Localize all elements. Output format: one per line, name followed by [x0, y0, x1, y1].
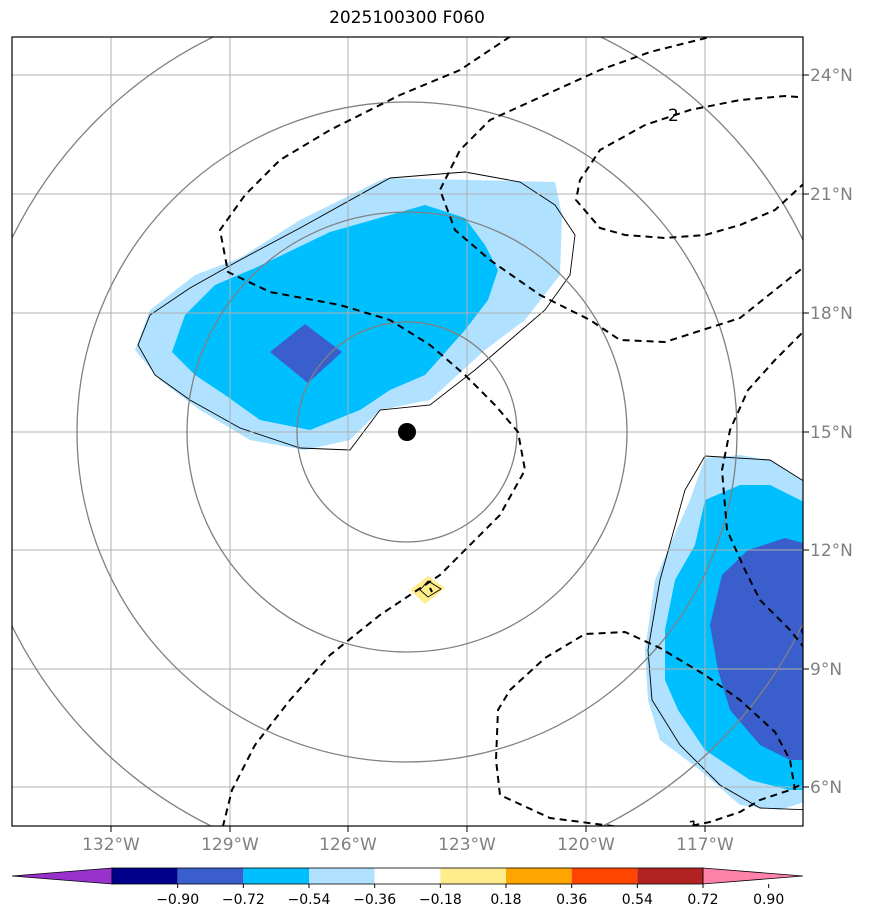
lat-label: 6°N: [810, 778, 842, 798]
contour-6: [429, 587, 433, 593]
range-rings: [12, 37, 803, 826]
colorbar-tick-label: 0.18: [490, 892, 521, 908]
colorbar-box: [243, 868, 309, 884]
colorbar-box: [506, 868, 572, 884]
lon-label: 117°W: [676, 835, 734, 855]
contour-2: [438, 37, 803, 344]
dashed-contours: [218, 37, 803, 826]
colorbar-tick-label: 0.54: [622, 892, 653, 908]
lon-label: 123°W: [438, 835, 496, 855]
range-ring-3: [76, 101, 738, 763]
colorbar-tick-label: 0.72: [687, 892, 718, 908]
contour-thin-east: [647, 455, 803, 811]
colorbar-tick-label: −0.54: [288, 892, 331, 908]
contour-5: [684, 782, 803, 826]
contour-4: [720, 330, 803, 648]
colorbar-box: [374, 868, 441, 884]
axis-ticks: [110, 74, 809, 832]
colorbar-tick-label: 0.36: [556, 892, 587, 908]
shade-mid-west: [172, 205, 498, 430]
contour-label-1: 1: [688, 818, 699, 838]
colorbar: −0.90 −0.72 −0.54 −0.36 −0.18 0.18 0.36 0.54 0.7…: [11, 867, 804, 908]
contour-7: [494, 630, 796, 826]
colorbar-extend-high: [702, 867, 804, 885]
graticule: [12, 37, 803, 826]
lat-label: 15°N: [810, 423, 853, 443]
longitude-labels: 132°W 129°W 126°W 123°W 120°W 117°W: [82, 835, 734, 855]
lat-label: 18°N: [810, 304, 853, 324]
colorbar-tick-label: −0.72: [222, 892, 265, 908]
lon-label: 132°W: [82, 835, 140, 855]
lat-label: 24°N: [810, 66, 853, 86]
colorbar-box: [309, 868, 375, 884]
lon-label: 129°W: [201, 835, 259, 855]
shade-deep-west: [270, 324, 342, 383]
colorbar-box: [112, 868, 178, 884]
contour-label-2: 2: [668, 106, 679, 126]
positive-anomaly-small: [410, 576, 445, 604]
colorbar-extend-low: [11, 867, 113, 885]
shade-deep-east: [710, 538, 803, 760]
range-ring-2: [186, 211, 628, 653]
contour-main: [218, 37, 527, 826]
contour-3: [574, 94, 803, 240]
colorbar-tick-label: −0.36: [353, 892, 396, 908]
colorbar-box: [440, 868, 506, 884]
contour-thin-west: [137, 171, 576, 451]
lat-label: 9°N: [810, 660, 842, 680]
colorbar-frame: [111, 867, 704, 885]
colorbar-box: [571, 868, 638, 884]
map-title: 2025100300 F060: [329, 8, 485, 28]
colorbar-box: [177, 868, 244, 884]
map-area: 2 1: [12, 37, 803, 838]
colorbar-tick-label: −0.90: [156, 892, 199, 908]
storm-center-dot: [398, 423, 416, 441]
colorbar-box: [637, 868, 703, 884]
lat-label: 12°N: [810, 541, 853, 561]
colorbar-tick-label: 0.90: [753, 892, 784, 908]
lon-label: 120°W: [557, 835, 615, 855]
negative-anomaly-west: [135, 171, 576, 451]
range-ring-4: [12, 37, 803, 826]
lon-label: 126°W: [319, 835, 377, 855]
lat-label: 21°N: [810, 185, 853, 205]
latitude-labels: 24°N 21°N 18°N 15°N 12°N 9°N 6°N: [810, 66, 853, 798]
colorbar-tick-label: −0.18: [419, 892, 462, 908]
